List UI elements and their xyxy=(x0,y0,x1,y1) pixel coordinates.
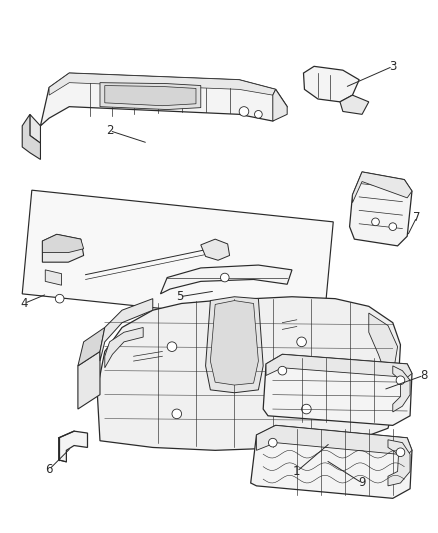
Polygon shape xyxy=(392,366,409,412)
Text: 6: 6 xyxy=(45,463,53,476)
Circle shape xyxy=(172,409,181,418)
Circle shape xyxy=(395,448,404,457)
Circle shape xyxy=(268,438,276,447)
Polygon shape xyxy=(105,85,195,106)
Polygon shape xyxy=(200,239,229,260)
Polygon shape xyxy=(42,235,84,262)
Text: 9: 9 xyxy=(357,477,365,489)
Polygon shape xyxy=(100,83,200,110)
Polygon shape xyxy=(303,66,358,102)
Polygon shape xyxy=(78,327,105,366)
Polygon shape xyxy=(210,301,258,385)
Circle shape xyxy=(296,337,306,346)
Text: 1: 1 xyxy=(292,465,300,478)
Text: 8: 8 xyxy=(419,369,426,382)
Circle shape xyxy=(371,218,378,225)
Circle shape xyxy=(167,342,177,351)
Polygon shape xyxy=(22,115,40,159)
Polygon shape xyxy=(22,190,332,326)
Text: 2: 2 xyxy=(106,124,113,137)
Polygon shape xyxy=(40,73,286,126)
Circle shape xyxy=(277,366,286,375)
Polygon shape xyxy=(256,425,411,455)
Text: 7: 7 xyxy=(412,211,420,223)
Circle shape xyxy=(395,376,404,385)
Polygon shape xyxy=(100,298,152,361)
Polygon shape xyxy=(262,354,411,425)
Text: 4: 4 xyxy=(20,297,28,310)
Polygon shape xyxy=(368,313,397,380)
Circle shape xyxy=(220,273,229,282)
Polygon shape xyxy=(78,351,100,409)
Circle shape xyxy=(55,294,64,303)
Polygon shape xyxy=(339,95,368,115)
Polygon shape xyxy=(105,327,143,368)
Text: 3: 3 xyxy=(388,60,396,73)
Polygon shape xyxy=(352,172,411,203)
Circle shape xyxy=(239,107,248,116)
Polygon shape xyxy=(97,297,399,450)
Polygon shape xyxy=(59,431,87,462)
Circle shape xyxy=(254,110,261,118)
Polygon shape xyxy=(30,115,40,143)
Polygon shape xyxy=(205,297,262,393)
Polygon shape xyxy=(272,90,286,121)
Polygon shape xyxy=(387,440,409,486)
Polygon shape xyxy=(49,73,275,95)
Text: 5: 5 xyxy=(176,290,183,303)
Polygon shape xyxy=(265,354,411,377)
Circle shape xyxy=(388,223,396,230)
Polygon shape xyxy=(42,235,84,253)
Polygon shape xyxy=(45,270,61,285)
Polygon shape xyxy=(160,265,291,294)
Polygon shape xyxy=(250,425,411,498)
Circle shape xyxy=(301,404,311,414)
Polygon shape xyxy=(349,172,411,246)
